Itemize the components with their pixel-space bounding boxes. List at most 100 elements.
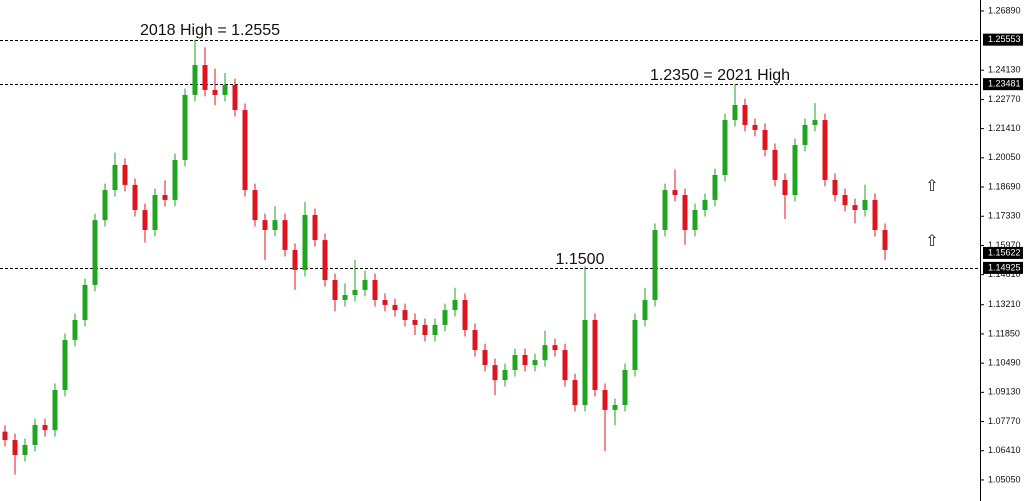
candle-body bbox=[802, 124, 808, 145]
candle-body bbox=[322, 240, 328, 281]
candle-body bbox=[112, 164, 118, 191]
candle-body bbox=[402, 310, 408, 320]
candle-body bbox=[42, 424, 48, 431]
candle-body bbox=[812, 120, 818, 125]
candle-body bbox=[132, 184, 138, 211]
current-price-label: 1.15622 bbox=[988, 247, 1021, 257]
y-tick-label: 1.17330 bbox=[988, 211, 1021, 221]
candle-body bbox=[672, 190, 678, 195]
plot: 1.26890 1.24130 1.22770 1.21410 1.20050 1.186… bbox=[0, 5, 1023, 484]
candle-body bbox=[772, 149, 778, 180]
arrow-icon: ⇧ bbox=[925, 233, 938, 250]
y-tick-label: 1.24130 bbox=[988, 65, 1021, 75]
candle-body bbox=[282, 220, 288, 250]
annotation: 1.2350 = 2021 High bbox=[650, 67, 790, 84]
candle-body bbox=[102, 190, 108, 221]
candle-body bbox=[62, 339, 68, 390]
candle-body bbox=[692, 210, 698, 230]
candle-body bbox=[792, 144, 798, 195]
candle-body bbox=[52, 389, 58, 431]
candle-body bbox=[142, 210, 148, 230]
candle-body bbox=[592, 319, 598, 390]
candle-body bbox=[272, 220, 278, 230]
level-label: 1.25553 bbox=[988, 34, 1021, 44]
candle-body bbox=[842, 194, 848, 206]
candle-body bbox=[662, 190, 668, 230]
candle-body bbox=[82, 284, 88, 320]
candle-body bbox=[152, 194, 158, 230]
candle-body bbox=[532, 360, 538, 366]
candle-body bbox=[562, 350, 568, 381]
y-tick-label: 1.09130 bbox=[988, 387, 1021, 397]
candle-body bbox=[202, 65, 208, 90]
current-price-box bbox=[983, 246, 1023, 259]
candle-body bbox=[172, 159, 178, 200]
candle-body bbox=[742, 105, 748, 125]
candle-body bbox=[292, 249, 298, 270]
candle-body bbox=[512, 354, 518, 371]
candle-body bbox=[192, 65, 198, 95]
candle-body bbox=[612, 405, 618, 410]
candle-body bbox=[472, 330, 478, 351]
candle-body bbox=[232, 85, 238, 110]
y-tick-label: 1.18690 bbox=[988, 181, 1021, 191]
candle-body bbox=[552, 345, 558, 351]
candle-body bbox=[862, 199, 868, 211]
candle-body bbox=[702, 199, 708, 211]
candle-body bbox=[782, 179, 788, 195]
level-label: 1.23481 bbox=[988, 79, 1021, 89]
candle-body bbox=[92, 220, 98, 285]
candle-body bbox=[162, 194, 168, 200]
candle-body bbox=[392, 304, 398, 311]
y-tick-label: 1.05050 bbox=[988, 474, 1021, 484]
candle-body bbox=[852, 205, 858, 211]
candle-body bbox=[572, 380, 578, 406]
candle-body bbox=[382, 299, 388, 305]
candle-body bbox=[372, 280, 378, 300]
candle-body bbox=[432, 324, 438, 336]
candle-body bbox=[642, 299, 648, 320]
candle-body bbox=[212, 89, 218, 95]
candle-body bbox=[882, 229, 888, 250]
candle-body bbox=[262, 220, 268, 230]
candle-body bbox=[332, 280, 338, 300]
candle-body bbox=[362, 280, 368, 290]
level-label: 1.14925 bbox=[988, 262, 1021, 272]
candle-body bbox=[622, 370, 628, 406]
candle-body bbox=[342, 295, 348, 300]
y-tick-label: 1.06410 bbox=[988, 445, 1021, 455]
y-tick-label: 1.26890 bbox=[988, 5, 1021, 15]
candle-body bbox=[242, 109, 248, 191]
candle-body bbox=[182, 94, 188, 160]
candle-body bbox=[482, 350, 488, 366]
annotation: 1.1500 bbox=[556, 251, 605, 268]
candle-body bbox=[502, 370, 508, 381]
candle-body bbox=[652, 229, 658, 300]
candle-body bbox=[712, 175, 718, 200]
candle-body bbox=[762, 129, 768, 150]
level-box bbox=[983, 261, 1023, 274]
candle-body bbox=[872, 199, 878, 230]
candle-body bbox=[522, 354, 528, 366]
candle-body bbox=[122, 164, 128, 185]
arrow-icon: ⇧ bbox=[925, 178, 938, 195]
candle-body bbox=[252, 190, 258, 221]
level-box bbox=[983, 33, 1023, 46]
candle-body bbox=[492, 365, 498, 381]
y-tick-label: 1.07770 bbox=[988, 416, 1021, 426]
candle-body bbox=[32, 424, 38, 445]
y-tick-label: 1.14610 bbox=[988, 269, 1021, 279]
y-tick-label: 1.15970 bbox=[988, 240, 1021, 250]
candle-body bbox=[542, 345, 548, 361]
candle-body bbox=[752, 124, 758, 130]
candle-body bbox=[822, 120, 828, 180]
candle-body bbox=[312, 214, 318, 241]
level-box bbox=[983, 78, 1023, 91]
candle-body bbox=[452, 299, 458, 311]
candle-body bbox=[72, 319, 78, 340]
candle-body bbox=[462, 299, 468, 331]
candle-body bbox=[222, 85, 228, 95]
candle-body bbox=[412, 319, 418, 325]
